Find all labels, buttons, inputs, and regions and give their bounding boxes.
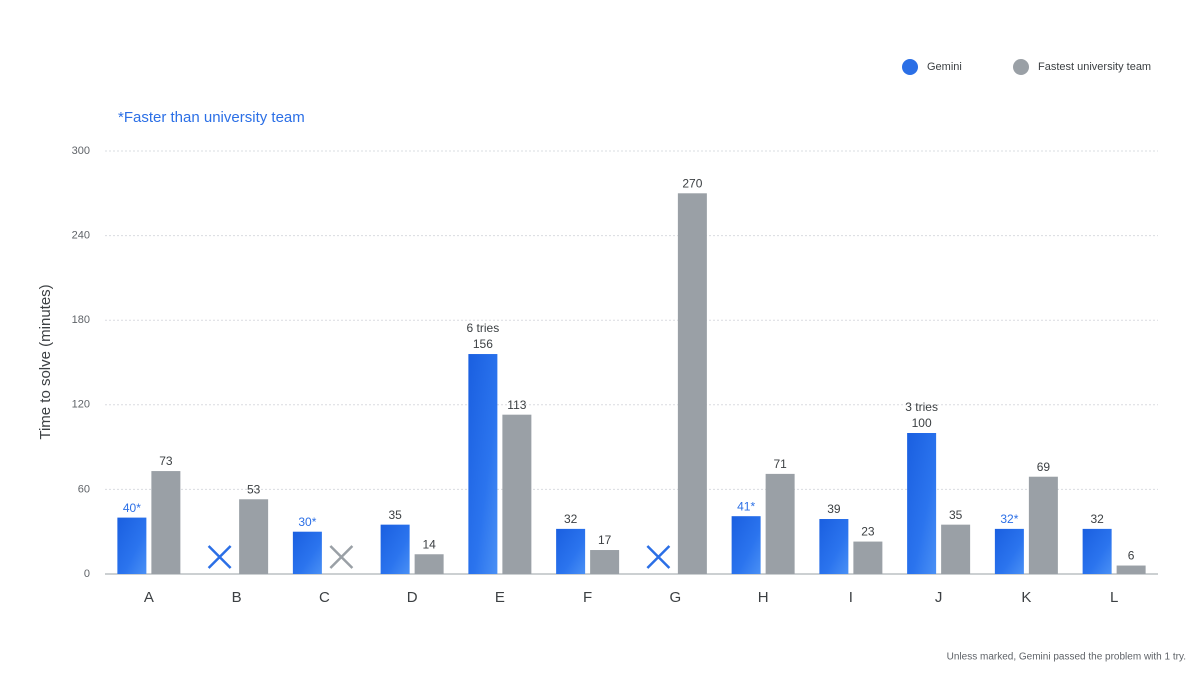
- x-tick-label: J: [935, 589, 943, 606]
- value-label: 32: [564, 512, 578, 526]
- x-tick-label: G: [670, 589, 682, 606]
- y-tick-label: 240: [72, 230, 90, 242]
- value-label: 30*: [298, 515, 316, 529]
- y-tick-label: 120: [72, 399, 90, 411]
- bar: [1082, 528, 1112, 574]
- bar: [765, 473, 795, 574]
- bar: [239, 499, 269, 574]
- x-tick-label: C: [319, 589, 330, 606]
- bar: [941, 524, 971, 574]
- value-label: 35: [949, 508, 963, 522]
- bar: [502, 414, 532, 574]
- bar: [1116, 565, 1146, 574]
- footnote: Unless marked, Gemini passed the problem…: [947, 652, 1186, 663]
- value-label: 40*: [123, 501, 141, 515]
- value-label: 53: [247, 482, 261, 496]
- value-label: 73: [159, 454, 173, 468]
- value-label: 270: [682, 176, 702, 190]
- bar: [731, 516, 761, 574]
- value-label: 6: [1128, 549, 1135, 563]
- bar: [556, 528, 586, 574]
- value-label: 32*: [1000, 512, 1018, 526]
- y-tick-label: 0: [84, 568, 90, 580]
- bar: [117, 517, 147, 574]
- x-tick-label: E: [495, 589, 505, 606]
- x-tick-label: L: [1110, 589, 1118, 606]
- value-label: 156: [473, 337, 493, 351]
- bar: [380, 524, 410, 574]
- bar: [414, 554, 444, 574]
- bar: [677, 193, 707, 575]
- x-tick-label: K: [1021, 589, 1031, 606]
- failed-marker: [329, 545, 354, 569]
- annotation: 6 tries: [467, 321, 500, 335]
- bar: [292, 531, 322, 574]
- x-tick-label: I: [849, 589, 853, 606]
- bar: [994, 528, 1024, 574]
- value-label: 71: [773, 457, 787, 471]
- bar: [853, 541, 883, 574]
- failed-marker: [646, 545, 671, 569]
- legend-marker: [1013, 59, 1029, 75]
- bar: [907, 433, 937, 574]
- y-tick-label: 60: [78, 483, 90, 495]
- annotation: 3 tries: [905, 400, 938, 414]
- value-label: 23: [861, 525, 875, 539]
- bar: [819, 519, 849, 574]
- value-label: 32: [1090, 512, 1104, 526]
- x-tick-label: A: [144, 589, 154, 606]
- value-label: 39: [827, 502, 841, 516]
- x-tick-label: H: [758, 589, 769, 606]
- value-label: 41*: [737, 499, 755, 513]
- bar: [468, 354, 498, 574]
- value-label: 14: [422, 537, 436, 551]
- value-label: 17: [598, 533, 612, 547]
- legend-marker: [902, 59, 918, 75]
- value-label: 69: [1037, 460, 1051, 474]
- bar: [1028, 476, 1058, 574]
- bar: [151, 471, 181, 574]
- failed-marker: [207, 545, 232, 569]
- x-tick-label: B: [232, 589, 242, 606]
- legend-label: Gemini: [927, 61, 962, 73]
- legend-label: Fastest university team: [1038, 61, 1151, 73]
- value-label: 35: [388, 508, 402, 522]
- y-tick-label: 300: [72, 145, 90, 157]
- note: *Faster than university team: [118, 109, 305, 126]
- value-label: 100: [912, 416, 932, 430]
- x-tick-label: F: [583, 589, 592, 606]
- value-label: 113: [507, 398, 526, 412]
- y-axis-label: Time to solve (minutes): [37, 284, 54, 439]
- y-tick-label: 180: [72, 314, 90, 326]
- x-tick-label: D: [407, 589, 418, 606]
- bar: [590, 550, 620, 574]
